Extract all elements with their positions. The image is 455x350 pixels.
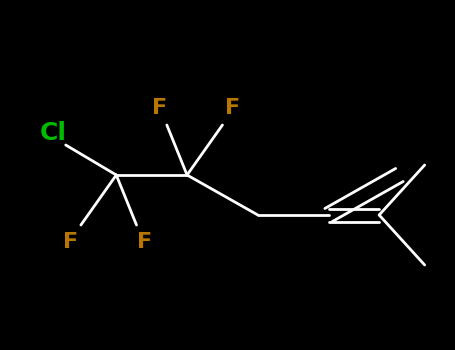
Text: F: F [225,98,240,118]
Text: F: F [152,98,167,118]
Text: F: F [136,232,152,252]
Text: Cl: Cl [40,120,66,145]
Text: F: F [63,232,78,252]
